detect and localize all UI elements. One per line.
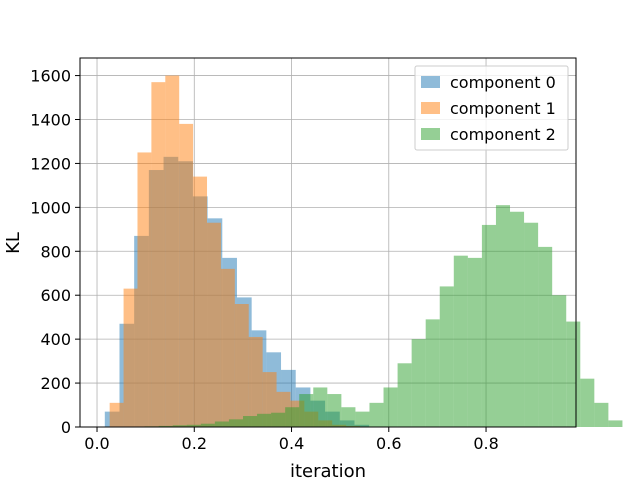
histogram-bar-series-1 bbox=[234, 304, 249, 427]
histogram-bar-series-2 bbox=[552, 295, 567, 427]
x-tick-label: 0.4 bbox=[279, 434, 304, 453]
histogram-bar-series-2 bbox=[313, 387, 328, 427]
histogram-bar-series-2 bbox=[285, 407, 300, 427]
y-tick-label: 600 bbox=[40, 286, 71, 305]
histogram-bar-series-2 bbox=[172, 425, 187, 427]
histogram-bar-series-1 bbox=[220, 268, 235, 427]
histogram-bar-series-2 bbox=[355, 411, 370, 427]
histogram-bar-series-2 bbox=[200, 423, 215, 427]
histogram-bar-series-1 bbox=[193, 176, 208, 427]
histogram-bar-series-2 bbox=[397, 363, 412, 427]
histogram-bar-series-1 bbox=[137, 152, 152, 428]
histogram-bars bbox=[104, 75, 623, 428]
histogram-bar-series-2 bbox=[369, 402, 384, 427]
x-axis-label: iteration bbox=[290, 461, 366, 480]
histogram-bar-series-2 bbox=[538, 246, 553, 427]
y-tick-label: 0 bbox=[61, 418, 71, 437]
histogram-bar-series-2 bbox=[439, 286, 454, 427]
legend-label: component 2 bbox=[450, 125, 556, 144]
histogram-bar-series-1 bbox=[165, 75, 180, 428]
y-tick-label: 1600 bbox=[30, 67, 71, 86]
histogram-bar-series-2 bbox=[524, 222, 539, 427]
x-tick-label: 0.0 bbox=[84, 434, 109, 453]
histogram-bar-series-2 bbox=[467, 257, 482, 427]
histogram-bar-series-2 bbox=[608, 420, 623, 427]
y-tick-label: 1200 bbox=[30, 154, 71, 173]
histogram-bar-series-1 bbox=[207, 222, 221, 427]
histogram-bar-series-2 bbox=[566, 321, 581, 427]
histogram-bar-series-1 bbox=[123, 288, 138, 427]
histogram-bar-series-2 bbox=[453, 255, 468, 427]
y-axis-label: KL bbox=[3, 232, 24, 254]
histogram-bar-series-2 bbox=[214, 421, 229, 427]
legend: component 0 component 1 component 2 bbox=[414, 65, 569, 151]
y-tick-label: 800 bbox=[40, 242, 71, 261]
x-tick-label: 0.2 bbox=[182, 434, 207, 453]
histogram-bar-series-1 bbox=[179, 123, 194, 428]
histogram-bar-series-1 bbox=[109, 402, 124, 427]
histogram-bar-series-2 bbox=[425, 319, 440, 427]
histogram-bar-series-1 bbox=[151, 82, 166, 428]
histogram-bar-series-2 bbox=[495, 205, 511, 427]
histogram-bar-series-2 bbox=[158, 425, 173, 427]
histogram-bar-series-2 bbox=[228, 419, 243, 427]
plot-frame bbox=[79, 57, 577, 428]
legend-swatch bbox=[421, 102, 440, 114]
x-tick-label: 0.8 bbox=[473, 434, 498, 453]
legend-box bbox=[414, 65, 569, 151]
histogram-bar-series-2 bbox=[383, 387, 398, 427]
x-axis-ticks: 0.0 0.2 0.4 0.6 0.8 bbox=[84, 427, 499, 453]
histogram-bar-series-2 bbox=[341, 407, 356, 427]
legend-label: component 1 bbox=[450, 99, 556, 118]
y-tick-label: 1000 bbox=[30, 198, 71, 217]
histogram-bar-series-2 bbox=[327, 394, 342, 427]
x-tick-label: 0.6 bbox=[376, 434, 401, 453]
histogram-bar-series-2 bbox=[271, 412, 286, 427]
legend-swatch bbox=[421, 128, 440, 140]
histogram-bar-series-2 bbox=[242, 416, 258, 427]
histogram-bar-series-2 bbox=[411, 339, 426, 427]
histogram-bar-series-2 bbox=[481, 224, 496, 427]
histogram-bar-series-2 bbox=[580, 378, 595, 427]
y-axis-ticks: 0 200 400 600 800 1000 1200 1400 1600 bbox=[30, 67, 80, 437]
legend-label: component 0 bbox=[450, 73, 556, 92]
histogram-bar-series-2 bbox=[299, 394, 314, 427]
histogram-bar-series-2 bbox=[186, 424, 201, 427]
legend-swatch bbox=[421, 76, 440, 88]
y-tick-label: 400 bbox=[40, 330, 71, 349]
histogram-bar-series-2 bbox=[257, 413, 272, 427]
y-tick-label: 200 bbox=[40, 374, 71, 393]
histogram-bar-series-1 bbox=[248, 336, 263, 427]
y-tick-label: 1400 bbox=[30, 111, 71, 130]
histogram-bar-series-2 bbox=[594, 402, 609, 427]
histogram-bar-series-2 bbox=[510, 211, 525, 427]
